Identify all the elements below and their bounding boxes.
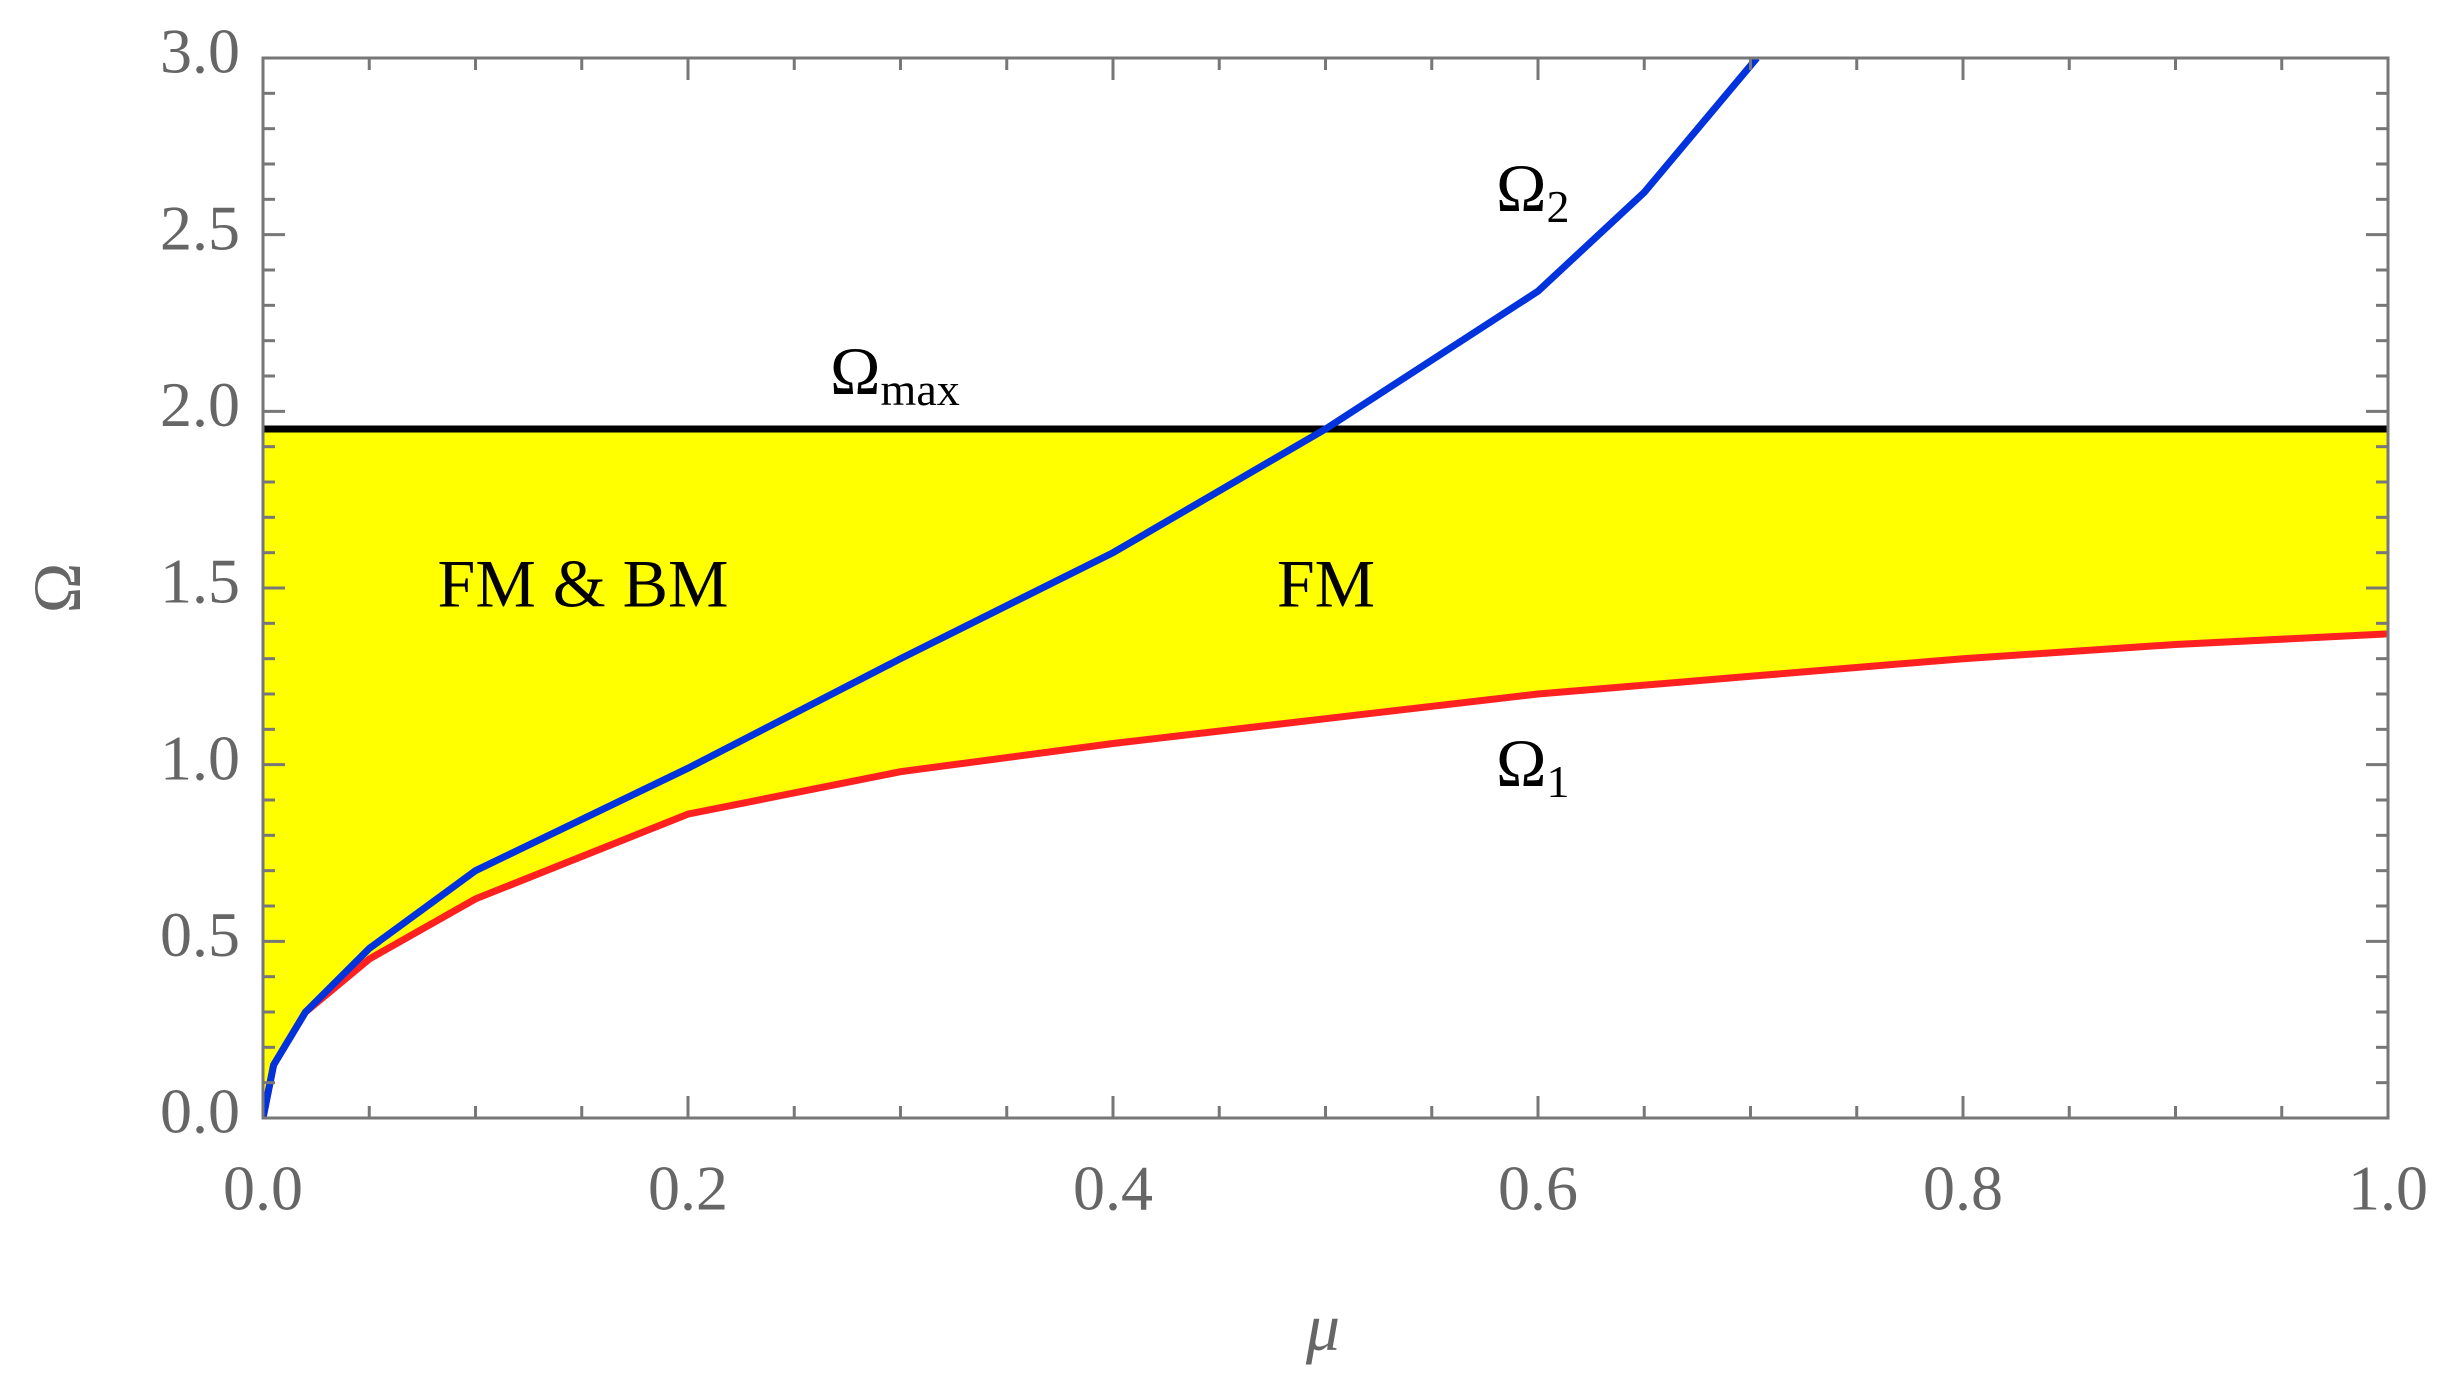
series-label: Ω2	[1496, 150, 1570, 232]
region-label: FM	[1277, 546, 1375, 622]
series-line	[263, 58, 1760, 1118]
series-label-name: Ω	[830, 333, 881, 409]
y-tick-label: 2.5	[160, 192, 240, 263]
y-tick-label: 1.5	[160, 546, 240, 617]
series-label-sub: 2	[1547, 181, 1570, 232]
x-tick-label: 0.0	[223, 1153, 303, 1224]
y-tick-label: 3.0	[160, 16, 240, 87]
series-label-sub: 1	[1547, 756, 1570, 807]
series-label: Ωmax	[830, 333, 960, 415]
y-tick-label: 1.0	[160, 722, 240, 793]
series-label-name: Ω	[1496, 725, 1547, 801]
y-tick-label: 2.0	[160, 369, 240, 440]
plot-area	[263, 58, 2388, 1118]
y-axis-label: Ω	[19, 563, 95, 614]
region-fill	[263, 429, 2388, 1118]
x-tick-label: 0.4	[1073, 1153, 1153, 1224]
x-tick-label: 0.2	[648, 1153, 728, 1224]
x-axis-label: μ	[1305, 1289, 1340, 1365]
series-label-sub: max	[881, 364, 960, 415]
x-tick-label: 1.0	[2348, 1153, 2428, 1224]
series-label: Ω1	[1496, 725, 1570, 807]
x-tick-label: 0.6	[1498, 1153, 1578, 1224]
y-tick-label: 0.5	[160, 899, 240, 970]
series-label-name: Ω	[1496, 150, 1547, 226]
x-tick-label: 0.8	[1923, 1153, 2003, 1224]
y-tick-label: 0.0	[160, 1076, 240, 1147]
region-label: FM & BM	[438, 546, 729, 622]
